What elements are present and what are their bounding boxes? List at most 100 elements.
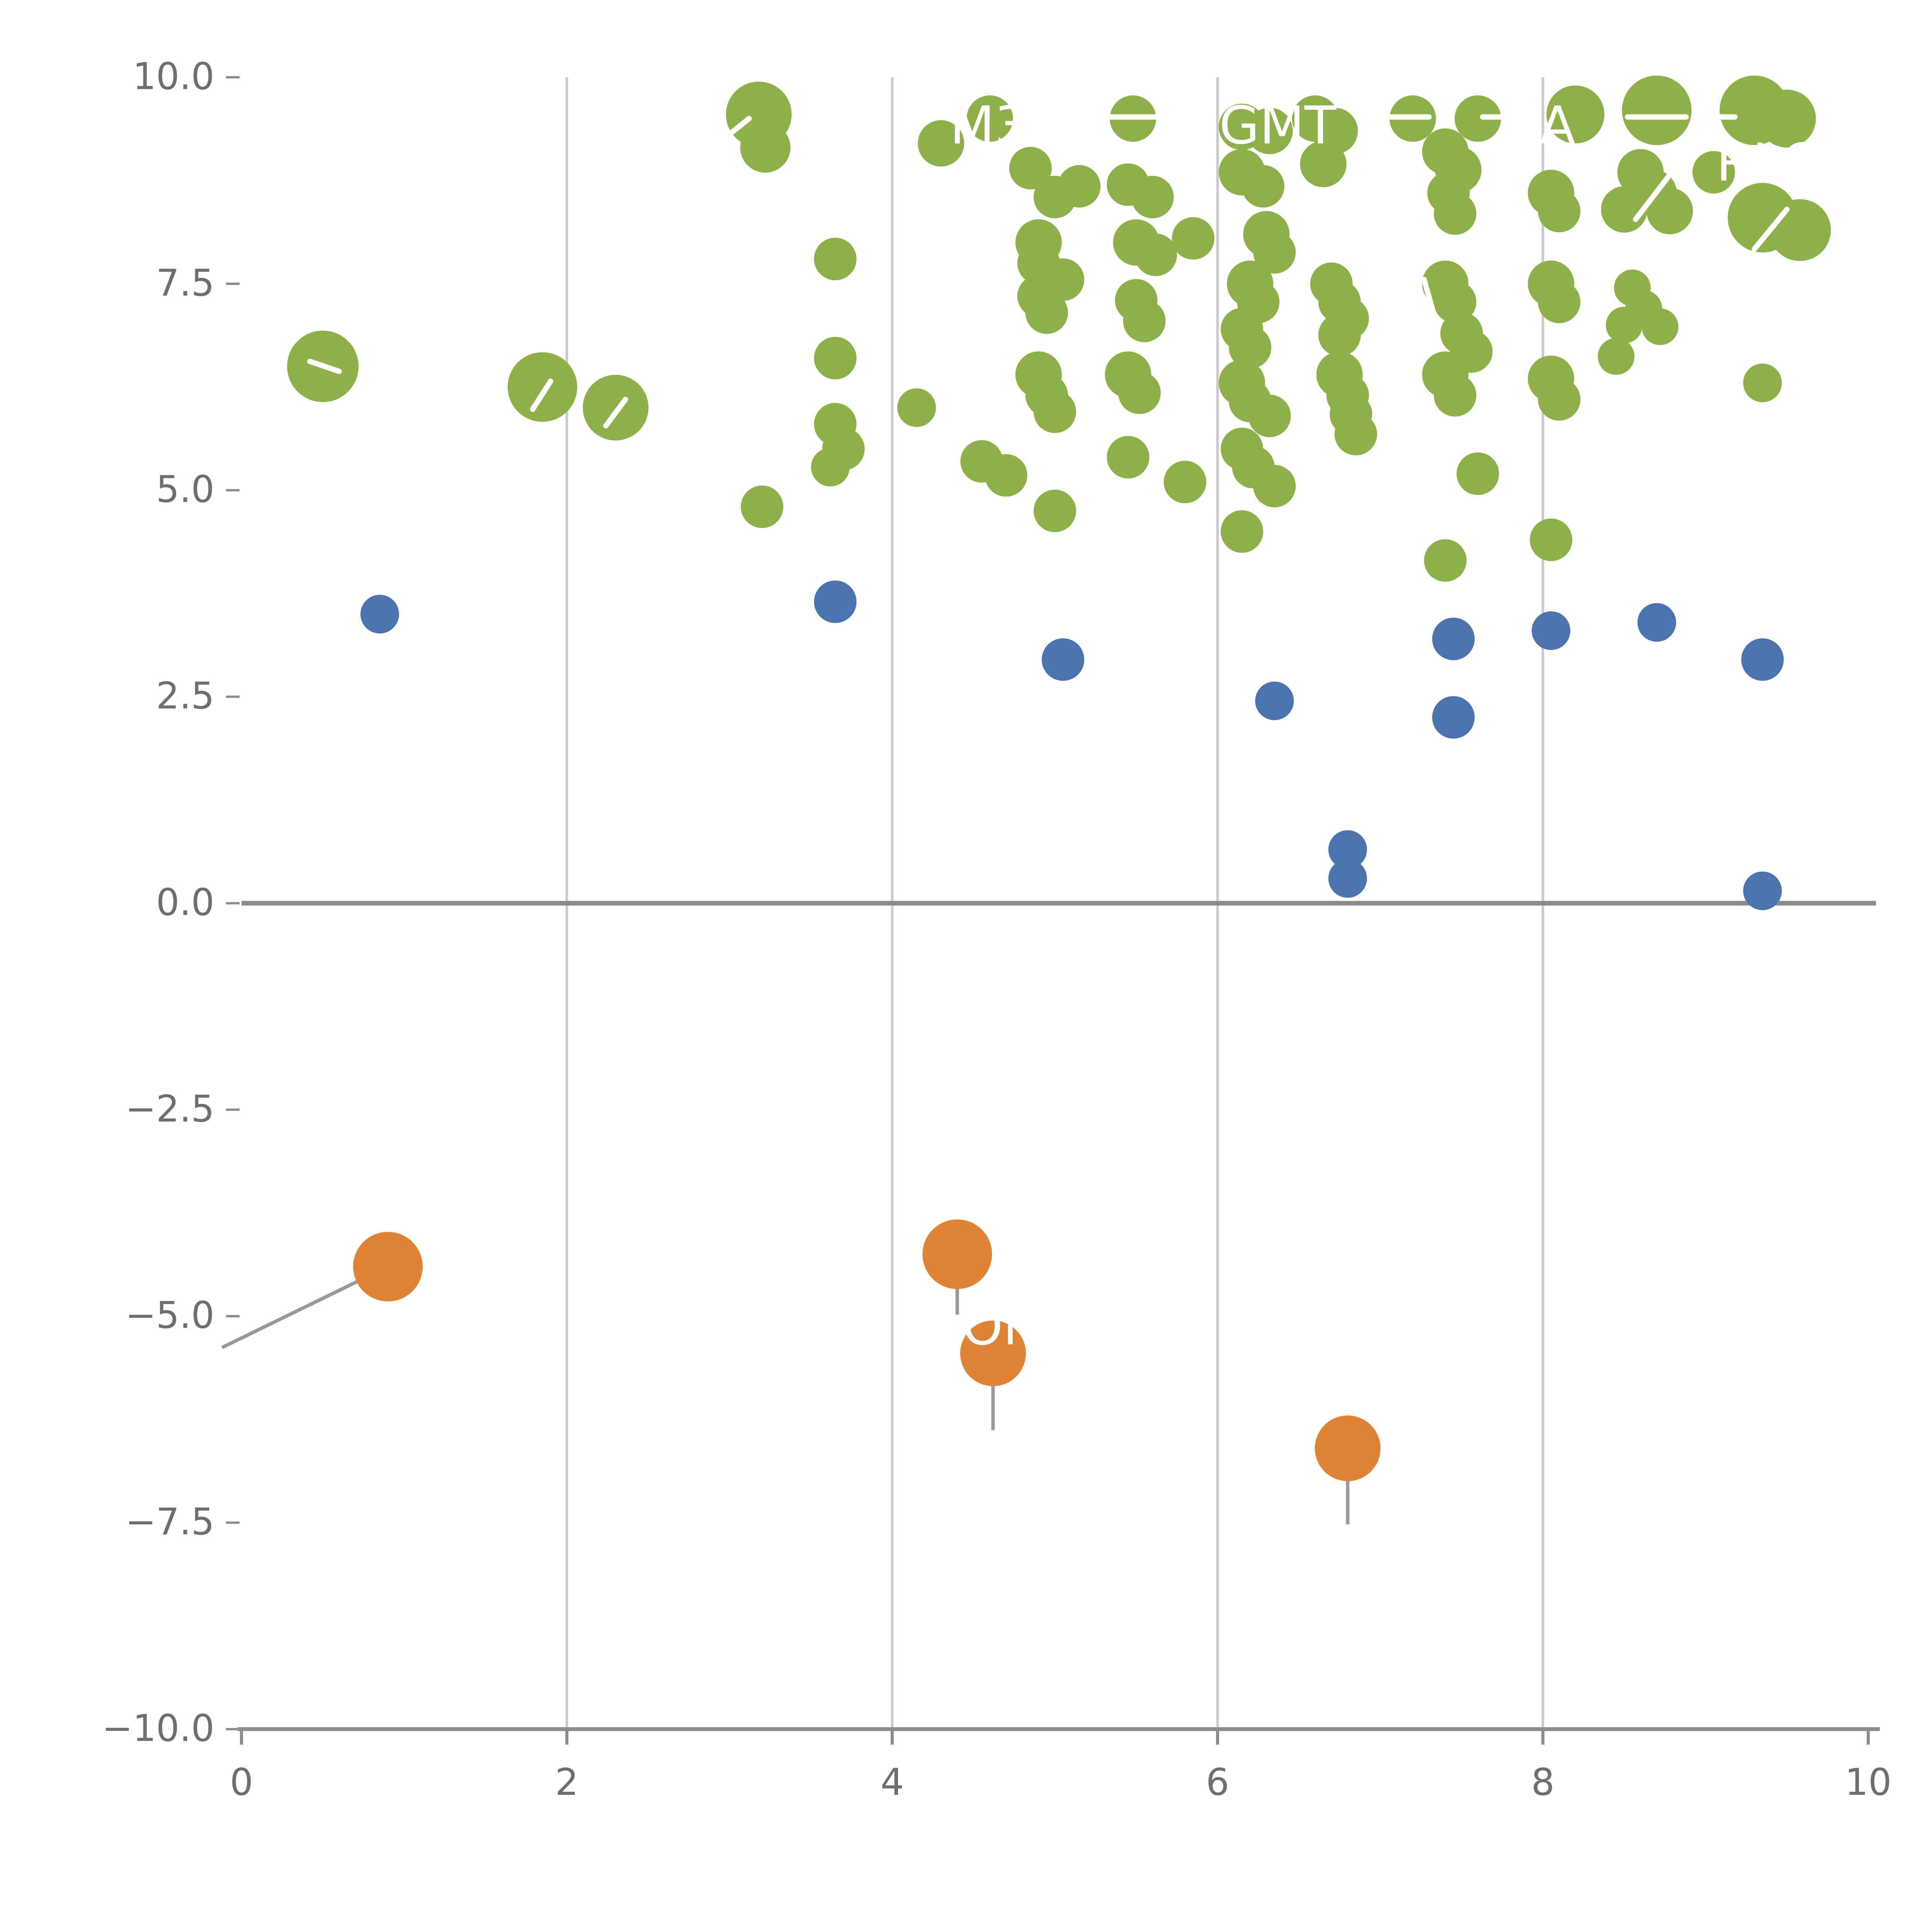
- annotation-label: A: [1540, 95, 1575, 156]
- green-point: [1300, 141, 1347, 187]
- blue-point: [1743, 871, 1782, 910]
- y-tick-label: 10.0: [133, 55, 214, 98]
- green-point: [1597, 338, 1634, 375]
- green-point: [1131, 175, 1174, 218]
- green-point: [1009, 147, 1052, 190]
- data-points: [287, 75, 1831, 1481]
- green-point: [1034, 490, 1076, 532]
- y-tick-label: 7.5: [156, 262, 214, 304]
- green-point: [1546, 85, 1605, 144]
- green-point: [966, 95, 1013, 142]
- y-tick-label: 5.0: [156, 468, 214, 511]
- green-point: [814, 337, 857, 379]
- x-tick-label: 4: [881, 1761, 904, 1804]
- leader-line-white: [307, 359, 342, 374]
- green-point: [1769, 199, 1831, 261]
- green-point: [897, 388, 936, 427]
- orange-point: [960, 1320, 1026, 1386]
- x-tick-label: 10: [1845, 1761, 1892, 1804]
- blue-point: [1637, 603, 1676, 642]
- y-tick-label: −7.5: [125, 1501, 214, 1543]
- green-point: [1163, 461, 1206, 503]
- green-point: [1134, 233, 1177, 276]
- y-tick-label: 2.5: [156, 675, 214, 718]
- green-point: [1248, 395, 1291, 437]
- blue-point: [1042, 638, 1085, 681]
- leader-line-white: [530, 378, 553, 412]
- x-tick-label: 6: [1206, 1761, 1229, 1804]
- annotation-label: M3O: [950, 95, 1069, 156]
- leader-line-white: [1752, 207, 1790, 252]
- blue-point: [1432, 617, 1475, 660]
- orange-point: [922, 1219, 992, 1289]
- green-point: [918, 120, 964, 167]
- green-point: [1318, 313, 1361, 356]
- leader-line-white: [1633, 172, 1673, 222]
- green-point: [1034, 390, 1076, 433]
- green-point: [1334, 413, 1377, 456]
- green-point: [1253, 465, 1296, 508]
- green-point: [507, 352, 577, 422]
- green-point: [1118, 371, 1161, 414]
- green-point: [1107, 436, 1150, 479]
- y-tick-label: 0.0: [156, 881, 214, 924]
- leader-lines-white: [307, 114, 1790, 429]
- annotation-label: RLG: [1716, 132, 1822, 193]
- orange-point: [353, 1232, 423, 1301]
- blue-point: [1328, 830, 1367, 869]
- green-point: [583, 375, 649, 440]
- green-point: [1538, 190, 1581, 233]
- green-point: [1221, 510, 1264, 553]
- blue-point: [1432, 696, 1475, 739]
- green-point: [1454, 95, 1501, 142]
- green-point: [1641, 308, 1679, 345]
- green-point: [814, 238, 857, 281]
- green-point: [1434, 192, 1476, 235]
- leader-line-white: [603, 396, 628, 429]
- green-point: [1538, 378, 1581, 421]
- annotation-labels: M3O GMT A RLG Oi: [950, 95, 1822, 1357]
- blue-point: [814, 580, 857, 623]
- green-point: [1434, 374, 1476, 417]
- blue-point: [1328, 859, 1367, 898]
- green-point: [1530, 519, 1573, 561]
- x-tick-label: 0: [230, 1761, 253, 1804]
- green-point: [1622, 75, 1692, 145]
- blue-point: [360, 595, 399, 634]
- green-point: [1743, 363, 1782, 402]
- orange-point: [1315, 1415, 1381, 1481]
- green-point: [1692, 151, 1735, 194]
- y-tick-label: −5.0: [125, 1294, 214, 1337]
- annotation-label: Oi: [962, 1296, 1018, 1357]
- annotation-label: GMT: [1219, 95, 1337, 156]
- green-point: [1646, 188, 1693, 235]
- green-point: [985, 454, 1027, 497]
- x-axis: 0 2 4 6 8 10: [230, 1727, 1892, 1804]
- leader-line-white: [1748, 149, 1782, 181]
- green-point: [741, 485, 784, 528]
- green-point: [1058, 165, 1101, 208]
- green-point: [1246, 107, 1293, 154]
- green-point: [1606, 306, 1643, 344]
- x-tick-label: 8: [1531, 1761, 1554, 1804]
- green-point: [1253, 231, 1296, 274]
- green-point: [1424, 539, 1467, 582]
- green-point: [811, 447, 850, 486]
- x-tick-label: 2: [555, 1761, 578, 1804]
- blue-point: [1741, 638, 1784, 681]
- green-point: [1172, 217, 1214, 260]
- leader-line-white: [1421, 277, 1435, 311]
- green-point: [1123, 299, 1166, 342]
- green-point: [1242, 165, 1284, 208]
- y-axis: −10.0 −7.5 −5.0 −2.5 0.0 2.5 5.0 7.5 10.0: [102, 55, 240, 1750]
- green-point: [1456, 452, 1499, 495]
- green-point: [1229, 326, 1272, 369]
- y-tick-label: −10.0: [102, 1707, 214, 1750]
- leader-line-white: [715, 116, 752, 146]
- blue-point: [1532, 611, 1571, 650]
- y-tick-label: −2.5: [125, 1088, 214, 1130]
- green-point: [1538, 281, 1581, 323]
- green-point: [1025, 291, 1068, 334]
